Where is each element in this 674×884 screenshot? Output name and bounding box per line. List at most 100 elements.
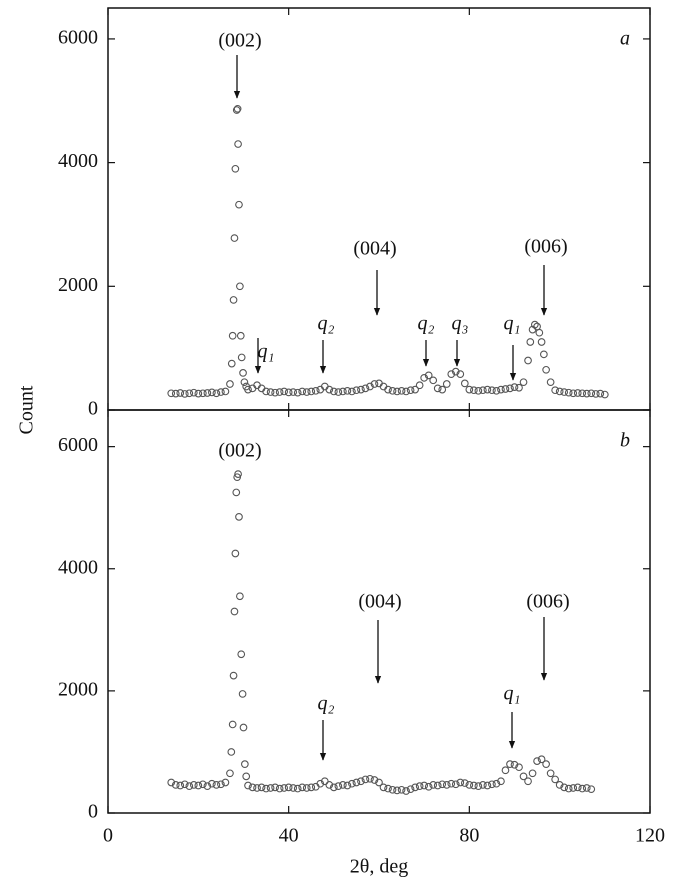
data-point <box>474 782 483 790</box>
data-point <box>334 782 343 790</box>
data-point <box>298 387 307 396</box>
data-point <box>415 381 424 390</box>
data-point <box>212 389 221 398</box>
data-point <box>176 781 185 790</box>
data-point <box>569 389 578 398</box>
data-point <box>438 780 447 789</box>
data-point <box>329 387 338 396</box>
annotation: q₁ <box>258 341 275 363</box>
data-point <box>524 777 532 786</box>
data-point <box>271 388 279 397</box>
data-point <box>366 382 374 391</box>
data-point <box>375 778 383 787</box>
data-point <box>587 389 596 398</box>
data-point <box>506 384 514 393</box>
data-point <box>236 331 245 340</box>
data-point <box>465 385 474 394</box>
data-point <box>241 760 249 769</box>
panel-label: b <box>620 430 630 452</box>
data-point <box>284 388 293 397</box>
data-point <box>237 650 246 659</box>
x-axis-label: 2θ, deg <box>350 856 408 878</box>
data-point <box>334 388 343 396</box>
data-point <box>596 389 605 398</box>
data-point <box>582 784 591 792</box>
data-point <box>415 782 424 790</box>
data-point <box>411 385 419 394</box>
data-point <box>212 781 221 789</box>
data-point <box>176 389 185 397</box>
data-point <box>456 778 465 787</box>
data-point <box>551 775 560 784</box>
data-point <box>442 380 451 388</box>
data-point <box>348 387 356 396</box>
data-point <box>180 390 189 398</box>
data-point <box>244 781 252 790</box>
annotation: q₃ <box>452 313 469 335</box>
y-tick-label: 6000 <box>58 434 98 456</box>
data-point <box>203 389 212 397</box>
data-point <box>519 772 528 781</box>
data-point <box>560 783 569 792</box>
data-point <box>479 386 487 395</box>
data-point <box>510 760 519 769</box>
data-point <box>307 783 316 792</box>
x-tick-label: 80 <box>459 825 479 847</box>
data-point <box>171 781 180 789</box>
y-axis-label: Count <box>16 385 38 434</box>
data-point <box>229 296 238 304</box>
y-tick-label: 2000 <box>58 274 98 296</box>
data-point <box>234 470 242 478</box>
data-point <box>239 723 248 732</box>
data-point <box>280 784 289 792</box>
annotation: q₁ <box>504 313 521 335</box>
data-point <box>411 783 419 792</box>
data-point <box>203 782 212 790</box>
annotation: (006) <box>524 236 567 258</box>
data-point <box>298 783 307 792</box>
data-point <box>238 690 247 698</box>
data-point <box>429 781 438 789</box>
data-point <box>451 367 460 376</box>
data-point <box>569 784 578 792</box>
data-point <box>406 386 415 395</box>
data-point <box>343 386 352 395</box>
data-point <box>231 549 240 558</box>
data-point <box>357 385 365 394</box>
data-point <box>537 338 546 346</box>
data-point <box>339 781 347 789</box>
data-point <box>564 388 573 397</box>
data-point <box>560 388 569 396</box>
data-point <box>406 785 415 794</box>
data-point <box>510 383 519 391</box>
data-point <box>221 778 230 787</box>
data-point <box>582 389 591 398</box>
data-point <box>229 671 238 680</box>
x-tick-label: 40 <box>279 825 299 847</box>
annotation: (006) <box>526 591 569 613</box>
data-point <box>555 387 564 396</box>
data-point <box>189 388 198 397</box>
data-point <box>262 387 270 396</box>
data-point <box>384 385 392 394</box>
data-point <box>497 777 505 786</box>
data-point <box>275 784 284 793</box>
data-point <box>456 370 465 378</box>
data-point <box>451 780 460 789</box>
data-point <box>447 370 456 378</box>
data-point <box>293 784 302 793</box>
data-point <box>397 386 406 395</box>
data-point <box>325 781 334 789</box>
data-point <box>167 778 176 787</box>
data-point <box>189 781 198 789</box>
data-point <box>180 780 189 789</box>
data-point <box>339 387 347 396</box>
data-point <box>185 782 194 790</box>
y-tick-label: 0 <box>88 801 98 823</box>
annotation: q₂ <box>318 313 335 335</box>
data-point <box>253 784 261 792</box>
data-point <box>171 389 180 398</box>
data-point <box>501 385 510 393</box>
data-point <box>384 784 392 793</box>
data-point <box>424 782 433 791</box>
